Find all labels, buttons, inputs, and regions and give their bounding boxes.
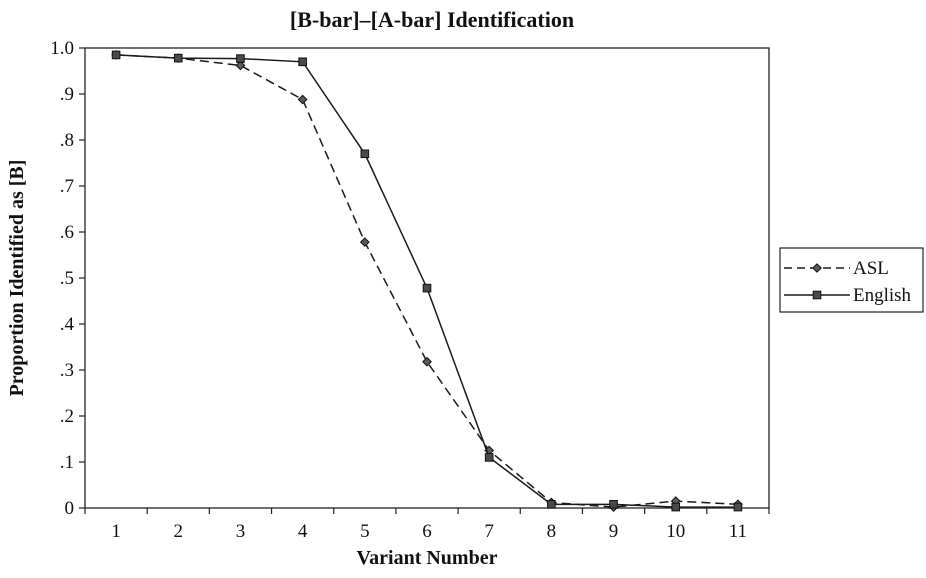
- y-axis-label: Proportion Identified as [B]: [6, 160, 28, 397]
- data-point-asl: [297, 94, 308, 105]
- y-tick-label: .3: [60, 360, 74, 381]
- y-tick-label: 0: [65, 498, 75, 519]
- x-axis-label: Variant Number: [357, 547, 498, 569]
- series-line-asl: [116, 54, 738, 508]
- data-point-english: [173, 53, 183, 63]
- axis-ticks: 0 .1 .2 .3 .4 .5 .6 .7 .8 .9 1.0 1 2 3 4 5 6 7 8 9 10 11: [50, 38, 770, 542]
- x-tick-label: 2: [174, 521, 184, 542]
- series-line-english: [116, 54, 738, 508]
- series-layer: [111, 49, 743, 512]
- data-point-english: [671, 502, 681, 512]
- data-point-english: [360, 149, 370, 159]
- legend-marker-asl: [812, 263, 822, 273]
- data-point-english: [236, 54, 245, 63]
- data-point-english: [484, 453, 494, 462]
- y-tick-label: .8: [60, 130, 74, 151]
- data-point-english: [111, 50, 121, 60]
- data-point-english: [733, 502, 743, 512]
- chart-title: [B-bar]–[A-bar] Identification: [290, 7, 574, 32]
- x-tick-label: 10: [666, 521, 685, 542]
- x-tick-label: 1: [111, 521, 121, 542]
- legend-marker-english: [812, 290, 822, 300]
- legend-label-english: English: [853, 285, 912, 306]
- legend-box: [779, 247, 924, 313]
- x-tick-label: 5: [360, 521, 370, 542]
- data-point-asl: [235, 60, 246, 71]
- y-tick-label: .4: [60, 314, 75, 335]
- y-tick-label: .6: [60, 222, 74, 243]
- data-point-english: [298, 57, 307, 67]
- x-tick-label: 6: [422, 521, 432, 542]
- legend-label-asl: ASL: [853, 258, 889, 279]
- plot-area-frame: [84, 47, 770, 509]
- data-point-asl: [359, 237, 370, 248]
- data-point-english: [609, 500, 618, 509]
- y-tick-label: .9: [60, 84, 74, 105]
- legend: ASL English: [779, 247, 924, 313]
- series-asl: [111, 49, 743, 512]
- x-tick-label: 7: [484, 521, 494, 542]
- x-tick-label: 11: [729, 521, 747, 542]
- x-tick-label: 9: [609, 521, 619, 542]
- y-tick-label: .2: [60, 406, 74, 427]
- y-tick-label: .1: [60, 452, 74, 473]
- series-english: [111, 50, 743, 512]
- y-tick-label: .5: [60, 268, 74, 289]
- data-point-asl: [422, 356, 432, 367]
- y-tick-label: 1.0: [50, 38, 74, 59]
- x-tick-label: 8: [547, 521, 557, 542]
- x-tick-label: 4: [298, 521, 308, 542]
- data-point-english: [422, 283, 432, 293]
- data-point-english: [547, 500, 556, 509]
- y-tick-label: .7: [60, 176, 74, 197]
- x-tick-label: 3: [236, 521, 246, 542]
